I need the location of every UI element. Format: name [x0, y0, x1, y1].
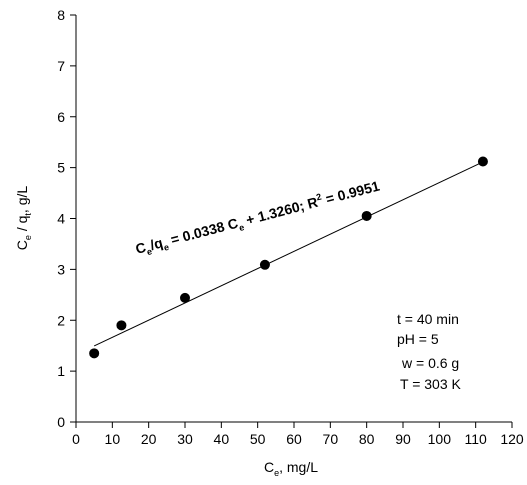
data-point: [180, 292, 190, 303]
data-point: [477, 156, 488, 167]
tick-group: 0 10 20 30 40 50 60 70 80 90 100 110 120 0 1 2 3 4 5 6 7 8: [57, 7, 524, 447]
x-axis-label: Ce, mg/L: [264, 459, 318, 478]
y-tick-label: 3: [57, 261, 65, 277]
condition-temperature: T = 303 K: [400, 376, 462, 392]
condition-mass: w = 0.6 g: [401, 355, 459, 371]
x-tick-label: 40: [214, 431, 230, 447]
x-tick-label: 120: [500, 431, 524, 447]
y-tick-label: 5: [57, 160, 65, 176]
x-tick-label: 30: [177, 431, 193, 447]
regression-line: [93, 161, 484, 347]
y-tick-label: 4: [57, 211, 65, 227]
x-tick-label: 20: [141, 431, 157, 447]
regression-equation: Ce/qe = 0.0338 Ce + 1.3260; R2 = 0.9951: [133, 177, 382, 260]
y-tick-label: 1: [57, 363, 65, 379]
data-point: [259, 259, 270, 270]
x-tick-label: 60: [286, 431, 302, 447]
condition-ph: pH = 5: [397, 331, 439, 347]
x-tick-label: 70: [323, 431, 339, 447]
x-tick-label: 80: [359, 431, 375, 447]
x-tick-label: 50: [250, 431, 266, 447]
x-tick-label: 100: [428, 431, 452, 447]
x-tick-label: 0: [72, 431, 80, 447]
y-tick-label: 8: [57, 7, 65, 23]
data-point: [116, 320, 127, 331]
fit-line-group: [93, 161, 484, 347]
y-tick-label: 6: [57, 109, 65, 125]
data-point: [89, 348, 100, 359]
y-tick-label: 7: [57, 58, 65, 74]
x-tick-label: 90: [395, 431, 411, 447]
y-axis-label: Ce / qt, g/L: [14, 186, 33, 251]
data-point: [361, 210, 372, 221]
y-tick-label: 2: [57, 312, 65, 328]
y-tick-label: 0: [57, 414, 65, 430]
x-tick-label: 110: [465, 431, 488, 447]
data-points: [89, 156, 488, 359]
x-tick-label: 10: [105, 431, 121, 447]
condition-time: t = 40 min: [397, 311, 459, 327]
